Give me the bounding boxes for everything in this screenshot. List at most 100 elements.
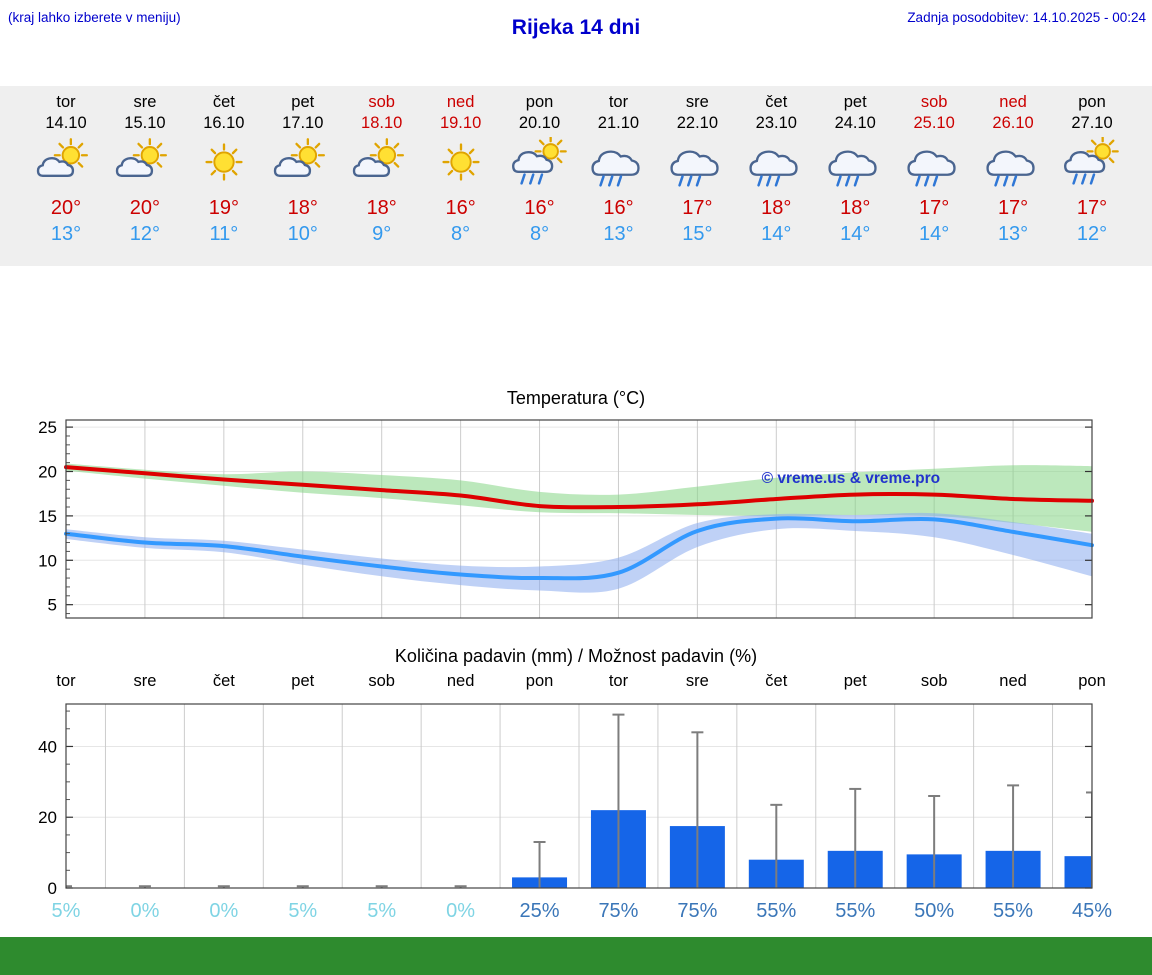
day-name: čet <box>765 93 788 111</box>
precip-day-label: tor <box>56 672 76 690</box>
high-temp: 17° <box>682 197 713 219</box>
precip-bar <box>1064 856 1092 888</box>
high-temp: 19° <box>208 197 239 219</box>
precip-probability: 0% <box>446 900 476 922</box>
precip-day-label: pon <box>1078 672 1106 690</box>
day-date: 20.10 <box>518 114 561 132</box>
day-name: sob <box>368 93 395 111</box>
precip-probability: 5% <box>367 900 397 922</box>
day-name: pon <box>1078 93 1106 111</box>
day-date: 25.10 <box>913 114 955 132</box>
forecast-day: čet 23.10 18° 14° <box>736 92 816 247</box>
day-date: 22.10 <box>676 114 719 132</box>
forecast-day: sob 18.10 18° 9° <box>342 92 422 247</box>
precip-probability: 5% <box>288 900 318 922</box>
precip-probability-row: 5% 0% 0% 5% 5% 0% 25% 75% 75% 55% 55% 50% 55% 45% <box>0 900 1152 932</box>
page-title: Rijeka 14 dni <box>511 16 641 39</box>
precip-day-label: tor <box>608 672 629 690</box>
forecast-day: sre 15.10 20° 12° <box>105 92 185 247</box>
precip-probability: 75% <box>598 900 639 922</box>
precip-probability: 75% <box>677 900 718 922</box>
precip-day-label: ned <box>999 672 1027 690</box>
precip-probability: 25% <box>519 900 560 922</box>
footer-banner <box>0 937 1152 975</box>
forecast-day: pet 24.10 18° 14° <box>815 92 895 247</box>
page-header: (kraj lahko izberete v meniju) Rijeka 14… <box>0 0 1152 52</box>
temp-y-tick-label: 20 <box>38 462 57 481</box>
sun-icon <box>421 137 501 191</box>
low-temp: 14° <box>919 223 950 245</box>
day-name: pet <box>843 93 867 111</box>
forecast-day: ned 19.10 16° 8° <box>421 92 501 247</box>
low-temp: 12° <box>129 223 161 245</box>
temp-y-tick-label: 10 <box>38 551 57 570</box>
forecast-day: pet 17.10 18° 10° <box>263 92 343 247</box>
precip-day-labels: tor sre čet pet sob ned pon tor sre čet pet sob ned p… <box>0 672 1152 696</box>
precipitation-chart: 0 20 40 <box>38 703 1093 896</box>
day-date: 19.10 <box>439 114 482 132</box>
sun-cloud-icon <box>342 137 422 191</box>
high-temp: 16° <box>445 197 476 219</box>
precip-day-label: pet <box>843 672 867 690</box>
temp-y-tick-label: 15 <box>38 507 57 526</box>
forecast-day: ned 26.10 17° 13° <box>973 92 1053 247</box>
low-temp: 10° <box>287 223 318 245</box>
forecast-day: pon 20.10 16° 8° <box>500 92 580 247</box>
day-date: 26.10 <box>992 114 1034 132</box>
day-date: 16.10 <box>203 114 245 132</box>
high-temp: 16° <box>603 197 634 219</box>
high-temp: 17° <box>997 197 1029 219</box>
precipitation-chart-title: Količina padavin (mm) / Možnost padavin … <box>394 646 758 666</box>
day-date: 27.10 <box>1071 114 1113 132</box>
low-temp: 13° <box>50 223 82 245</box>
day-name: sre <box>133 93 157 111</box>
precip-probability: 0% <box>209 900 239 922</box>
high-temp: 18° <box>761 197 792 219</box>
forecast-strip: tor 14.10 20° 13° sre 15.10 20° 12° čet 16.10 19° 1… <box>0 86 1152 266</box>
forecast-day: sre 22.10 17° 15° <box>657 92 737 247</box>
high-temp: 18° <box>287 197 318 219</box>
precip-probability: 5% <box>51 900 81 922</box>
day-date: 18.10 <box>361 114 403 132</box>
watermark: © vreme.us & vreme.pro <box>762 470 941 487</box>
precip-probability: 45% <box>1071 900 1113 922</box>
sun-cloud-icon <box>263 137 343 191</box>
sun-icon <box>184 137 264 191</box>
high-temp: 16° <box>524 197 555 219</box>
precip-probability: 50% <box>914 900 955 922</box>
precip-day-label: sob <box>920 672 948 690</box>
precip-y-tick-label: 0 <box>48 879 57 896</box>
day-name: pet <box>291 93 315 111</box>
day-name: tor <box>608 93 629 111</box>
day-date: 15.10 <box>124 114 166 132</box>
high-temp: 20° <box>50 197 82 219</box>
forecast-day: tor 14.10 20° 13° <box>26 92 106 247</box>
low-temp: 15° <box>682 223 713 245</box>
precip-probability: 55% <box>993 900 1034 922</box>
rain-icon <box>894 137 974 191</box>
min-temp-line <box>64 516 1094 581</box>
precip-probability: 55% <box>835 900 876 922</box>
high-temp: 18° <box>840 197 871 219</box>
precip-day-label: sre <box>133 672 157 690</box>
day-name: ned <box>446 93 475 111</box>
precip-probability: 0% <box>130 900 160 922</box>
precip-y-tick-label: 40 <box>38 737 57 756</box>
sun-cloud-icon <box>105 137 185 191</box>
low-temp: 13° <box>997 223 1029 245</box>
day-date: 14.10 <box>45 114 87 132</box>
temp-y-tick-label: 25 <box>38 418 57 437</box>
rain-icon <box>657 137 737 191</box>
forecast-day: pon 27.10 17° 12° <box>1052 92 1132 247</box>
low-temp: 11° <box>209 223 239 245</box>
forecast-day: sob 25.10 17° 14° <box>894 92 974 247</box>
high-temp: 17° <box>919 197 950 219</box>
temperature-chart-title: Temperatura (°C) <box>506 388 646 408</box>
precip-day-label: čet <box>765 672 788 690</box>
low-temp: 8° <box>451 223 471 245</box>
precip-y-tick-label: 20 <box>38 808 57 827</box>
rain-icon <box>973 137 1053 191</box>
low-temp: 12° <box>1076 223 1108 245</box>
low-temp: 8° <box>529 223 550 245</box>
